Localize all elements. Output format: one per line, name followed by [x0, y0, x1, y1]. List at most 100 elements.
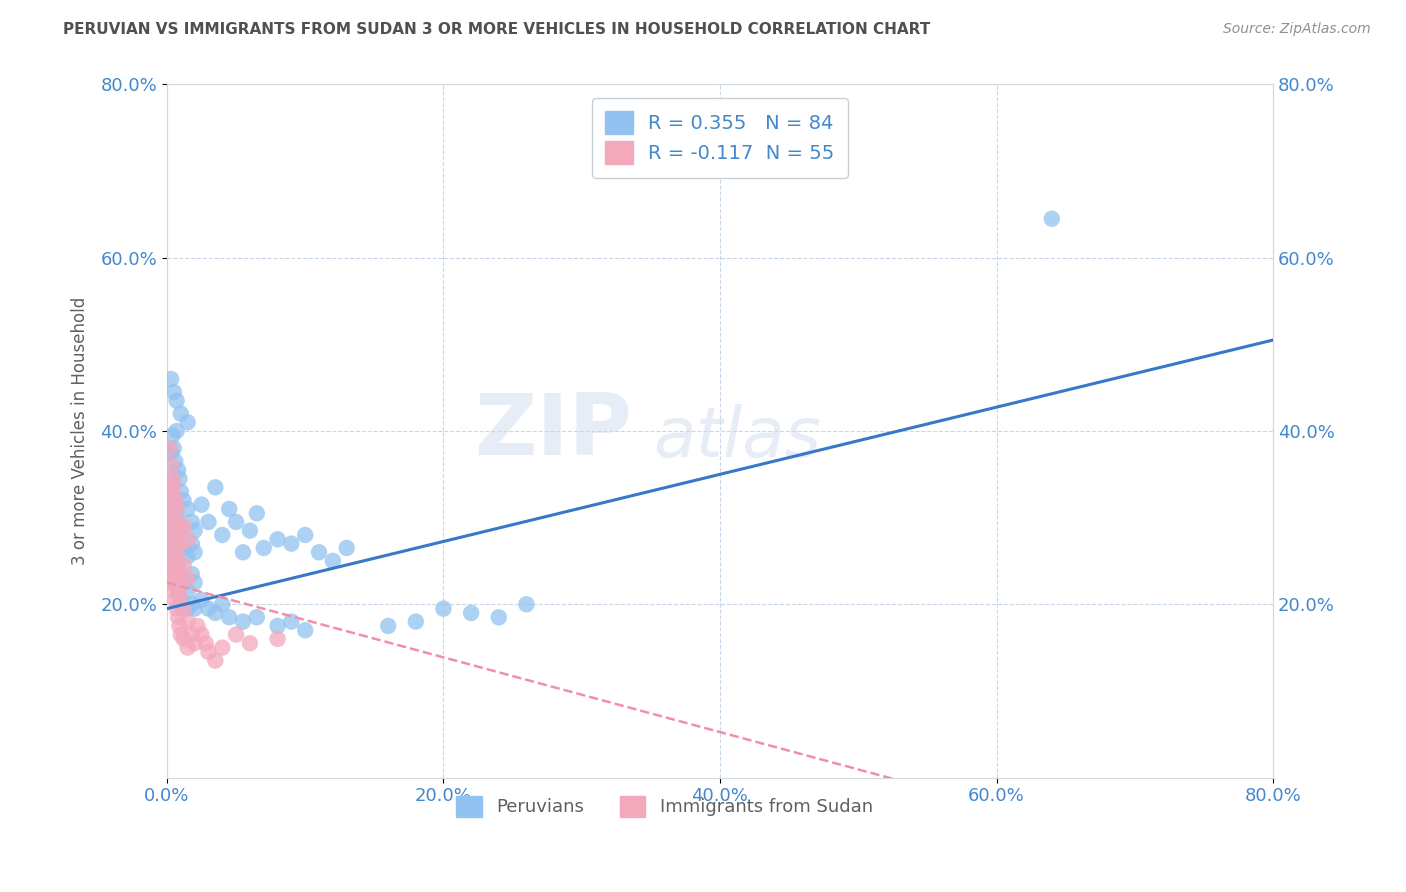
Point [294, 528, 316, 542]
Y-axis label: 3 or more Vehicles in Household: 3 or more Vehicles in Household [72, 297, 89, 566]
Point [160, 566, 183, 581]
Point [159, 442, 181, 456]
Point [160, 528, 183, 542]
Point [169, 566, 191, 581]
Point [167, 515, 190, 529]
Point [170, 484, 193, 499]
Point [186, 619, 208, 633]
Point [173, 493, 195, 508]
Point [160, 489, 183, 503]
Point [294, 624, 316, 638]
Point [180, 515, 202, 529]
Point [169, 589, 191, 603]
Point [162, 563, 184, 577]
Point [180, 536, 202, 550]
Point [197, 601, 219, 615]
Point [166, 554, 188, 568]
Point [232, 615, 254, 629]
Text: atlas: atlas [654, 404, 821, 472]
Point [488, 610, 510, 624]
Point [176, 415, 198, 429]
Point [253, 541, 276, 555]
Point [173, 541, 195, 555]
Point [162, 541, 184, 555]
Point [166, 424, 188, 438]
Point [176, 571, 198, 585]
Point [167, 580, 190, 594]
Point [163, 384, 186, 399]
Point [167, 515, 190, 529]
Point [160, 554, 183, 568]
Point [204, 480, 226, 494]
Point [239, 524, 262, 538]
Point [162, 428, 184, 442]
Point [169, 524, 191, 538]
Text: ZIP: ZIP [474, 390, 631, 473]
Point [166, 566, 188, 581]
Point [163, 549, 186, 564]
Point [166, 393, 188, 408]
Point [190, 593, 212, 607]
Text: Source: ZipAtlas.com: Source: ZipAtlas.com [1223, 22, 1371, 37]
Point [460, 606, 482, 620]
Point [211, 528, 233, 542]
Point [232, 545, 254, 559]
Point [322, 554, 344, 568]
Point [159, 475, 181, 490]
Point [239, 636, 262, 650]
Point [176, 640, 198, 655]
Point [166, 541, 188, 555]
Point [163, 442, 186, 456]
Point [266, 632, 288, 646]
Point [160, 445, 183, 459]
Point [170, 597, 193, 611]
Point [162, 502, 184, 516]
Point [163, 480, 186, 494]
Point [169, 589, 191, 603]
Point [170, 575, 193, 590]
Point [194, 636, 217, 650]
Point [176, 601, 198, 615]
Point [266, 619, 288, 633]
Point [173, 575, 195, 590]
Point [167, 584, 190, 599]
Point [165, 528, 187, 542]
Point [163, 584, 186, 599]
Point [167, 610, 190, 624]
Legend: Peruvians, Immigrants from Sudan: Peruvians, Immigrants from Sudan [449, 789, 880, 824]
Point [165, 454, 187, 468]
Point [165, 558, 187, 573]
Point [165, 575, 187, 590]
Point [173, 601, 195, 615]
Point [183, 575, 205, 590]
Point [166, 502, 188, 516]
Point [190, 498, 212, 512]
Point [173, 519, 195, 533]
Point [163, 515, 186, 529]
Point [308, 545, 330, 559]
Point [169, 472, 191, 486]
Point [160, 458, 183, 473]
Point [166, 580, 188, 594]
Point [225, 627, 247, 641]
Point [170, 536, 193, 550]
Point [170, 627, 193, 641]
Point [159, 554, 181, 568]
Point [170, 533, 193, 547]
Point [180, 627, 202, 641]
Point [169, 524, 191, 538]
Point [197, 645, 219, 659]
Point [160, 480, 183, 494]
Point [166, 601, 188, 615]
Point [165, 541, 187, 555]
Point [173, 601, 195, 615]
Point [211, 597, 233, 611]
Point [173, 632, 195, 646]
Point [218, 502, 240, 516]
Point [218, 610, 240, 624]
Point [280, 536, 302, 550]
Point [160, 372, 183, 386]
Point [165, 502, 187, 516]
Point [432, 601, 454, 615]
Point [169, 566, 191, 581]
